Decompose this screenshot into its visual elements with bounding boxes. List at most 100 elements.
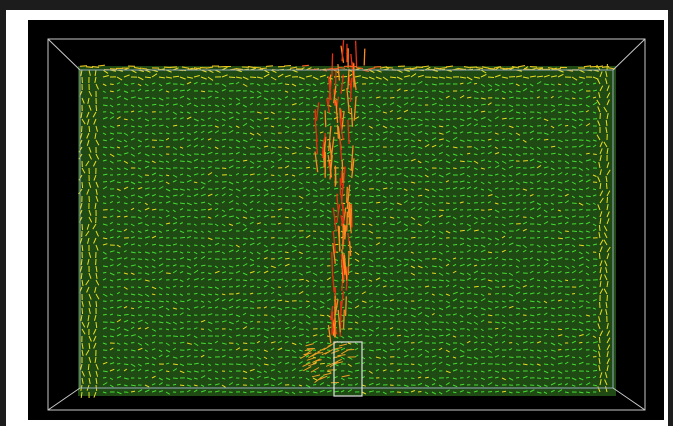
flow-vector xyxy=(166,294,169,295)
flow-vector xyxy=(166,230,169,231)
flow-vector xyxy=(96,322,97,328)
flow-vector xyxy=(201,105,205,106)
flow-vector xyxy=(340,313,341,337)
flow-vector xyxy=(306,139,310,140)
flow-vector xyxy=(446,105,450,106)
flow-vector xyxy=(292,111,296,112)
flow-vector xyxy=(327,245,332,246)
flow-vector xyxy=(201,83,205,84)
flow-vector xyxy=(208,343,212,344)
flow-vector xyxy=(537,328,541,329)
flow-vector xyxy=(474,238,478,239)
flow-vector xyxy=(516,371,519,372)
flow-vector xyxy=(453,252,456,253)
flow-vector xyxy=(467,308,472,309)
flow-vector xyxy=(159,133,162,134)
flow-vector xyxy=(572,371,576,372)
flow-vector xyxy=(369,104,373,105)
flow-vector xyxy=(306,392,309,393)
flow-vector xyxy=(551,287,554,288)
flow-vector xyxy=(292,168,296,169)
flow-vector xyxy=(502,147,506,148)
flow-vector xyxy=(229,371,232,372)
flow-vector xyxy=(173,259,176,260)
flow-vector xyxy=(362,273,366,274)
flow-vector xyxy=(166,371,169,372)
flow-vector xyxy=(285,252,289,253)
flow-vector xyxy=(418,98,422,99)
flow-vector xyxy=(495,140,499,141)
flow-vector xyxy=(131,308,134,309)
flow-vector xyxy=(544,216,548,217)
flow-vector xyxy=(271,189,274,190)
flow-vector xyxy=(325,110,326,127)
flow-vector xyxy=(544,308,547,309)
flow-vector xyxy=(418,392,421,393)
flow-vector xyxy=(565,308,569,309)
flow-vector xyxy=(345,225,346,239)
flow-vector xyxy=(229,83,234,84)
flow-vector xyxy=(332,68,339,69)
flow-vector xyxy=(558,238,563,239)
flow-vector xyxy=(579,189,583,190)
flow-vector xyxy=(418,91,423,92)
flow-vector xyxy=(243,378,247,379)
flow-vector xyxy=(488,392,492,393)
flow-vector xyxy=(201,272,204,273)
flow-vector xyxy=(572,139,577,140)
flow-vector xyxy=(390,77,396,78)
flow-vector xyxy=(208,384,211,385)
flow-vector xyxy=(188,69,195,70)
flow-vector xyxy=(215,350,219,351)
flow-vector xyxy=(551,153,556,154)
flow-vector xyxy=(404,378,407,379)
flow-vector xyxy=(299,119,303,120)
flow-vector xyxy=(222,231,227,232)
flow-vector xyxy=(411,364,414,365)
flow-vector xyxy=(481,224,484,225)
flow-vector xyxy=(418,167,422,168)
flow-vector xyxy=(180,182,184,183)
flow-vector xyxy=(138,161,141,162)
flow-vector xyxy=(166,273,171,274)
flow-vector xyxy=(369,147,374,148)
flow-vector xyxy=(82,224,83,230)
flow-vector xyxy=(565,280,568,281)
flow-vector xyxy=(208,105,211,106)
flow-vector xyxy=(103,314,107,315)
flow-vector xyxy=(299,84,303,85)
flow-vector xyxy=(502,356,505,357)
flow-vector xyxy=(572,84,576,85)
flow-vector xyxy=(558,266,561,267)
flow-vector xyxy=(159,168,163,169)
flow-vector xyxy=(103,140,107,141)
flow-vector xyxy=(439,210,444,211)
flow-vector xyxy=(599,225,600,231)
flow-vector xyxy=(299,126,302,127)
flow-vector xyxy=(362,308,366,309)
flow-vector xyxy=(254,67,261,68)
flow-vector xyxy=(537,287,540,288)
flow-vector xyxy=(117,287,121,288)
flow-vector xyxy=(166,315,170,316)
flow-vector xyxy=(495,294,499,295)
flow-vector xyxy=(313,209,316,210)
flow-vector xyxy=(250,385,253,386)
flow-vector xyxy=(481,357,485,358)
flow-vector xyxy=(88,364,89,370)
flow-vector xyxy=(362,203,366,204)
flow-vector xyxy=(320,328,325,329)
flow-vector xyxy=(201,210,206,211)
flow-vector xyxy=(243,160,247,161)
flow-vector xyxy=(271,181,275,182)
flow-vector xyxy=(474,83,477,84)
flow-vector xyxy=(502,273,507,274)
flow-vector xyxy=(208,307,212,308)
flow-vector xyxy=(344,310,345,330)
flow-vector xyxy=(257,161,261,162)
flow-vector xyxy=(180,237,185,238)
flow-vector xyxy=(327,363,330,364)
flow-vector xyxy=(215,97,218,98)
flow-vector xyxy=(593,357,596,358)
flow-vector xyxy=(341,77,347,78)
